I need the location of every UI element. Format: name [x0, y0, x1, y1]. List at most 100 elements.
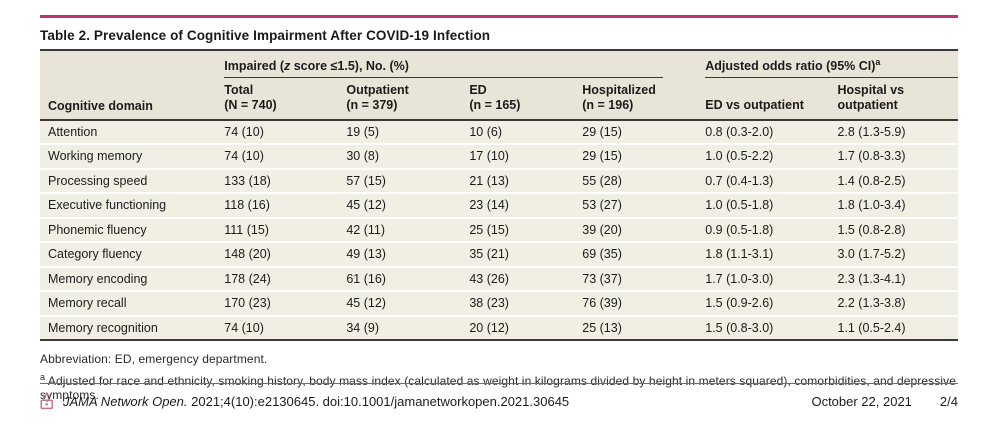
value-cell: 2.8 (1.3-5.9) — [829, 119, 958, 145]
column-header-hospitalized: Hospitalized (n = 196) — [574, 78, 698, 121]
value-cell: 30 (8) — [338, 144, 462, 170]
value-cell: 1.5 (0.8-3.0) — [697, 315, 830, 341]
value-cell: 49 (13) — [338, 242, 462, 268]
value-cell: 55 (28) — [574, 168, 698, 194]
cognitive-domain-cell: Executive functioning — [40, 193, 217, 219]
value-cell: 69 (35) — [574, 242, 698, 268]
footer-citation-block: JAMA Network Open. 2021;4(10):e2130645. … — [40, 393, 569, 410]
value-cell: 1.5 (0.8-2.8) — [829, 217, 958, 243]
abbreviation-footnote: Abbreviation: ED, emergency department. — [40, 352, 268, 366]
value-cell: 74 (10) — [216, 315, 339, 341]
value-cell: 0.8 (0.3-2.0) — [697, 119, 830, 145]
value-cell: 25 (13) — [574, 315, 698, 341]
cognitive-domain-cell: Memory recognition — [40, 315, 217, 341]
value-cell: 20 (12) — [461, 315, 575, 341]
value-cell: 133 (18) — [216, 168, 339, 194]
value-cell: 45 (12) — [338, 193, 462, 219]
cognitive-domain-cell: Category fluency — [40, 242, 217, 268]
adjustment-footnote: a Adjusted for race and ethnicity, smoki… — [40, 372, 957, 403]
value-cell: 1.8 (1.0-3.4) — [829, 193, 958, 219]
value-cell: 3.0 (1.7-5.2) — [829, 242, 958, 268]
brand-accent-rule — [40, 15, 958, 18]
value-cell: 118 (16) — [216, 193, 339, 219]
table-row: Memory encoding 178 (24) 61 (16) 43 (26) 73 … — [40, 266, 958, 292]
value-cell: 35 (21) — [461, 242, 575, 268]
spanner-row: Cognitive domain Impaired (z score ≤1.5)… — [40, 50, 958, 121]
value-cell: 1.4 (0.8-2.5) — [829, 168, 958, 194]
value-cell: 17 (10) — [461, 144, 575, 170]
table-row: Memory recognition 74 (10) 34 (9) 20 (12) 25… — [40, 315, 958, 341]
prevalence-table: Cognitive domain Impaired (z score ≤1.5)… — [40, 49, 958, 341]
value-cell: 34 (9) — [338, 315, 462, 341]
value-cell: 10 (6) — [461, 119, 575, 145]
aor-spanner-label: Adjusted odds ratio (95% CI)a — [705, 57, 958, 78]
value-cell: 1.5 (0.9-2.6) — [697, 291, 830, 317]
publication-date: October 22, 2021 — [811, 394, 912, 409]
column-header-hospital-vs-outpatient: Hospital vs outpatient — [829, 78, 958, 121]
value-cell: 148 (20) — [216, 242, 339, 268]
table-header: Cognitive domain Impaired (z score ≤1.5)… — [40, 50, 958, 121]
table-row: Category fluency 148 (20) 49 (13) 35 (21) 69… — [40, 242, 958, 268]
value-cell: 53 (27) — [574, 193, 698, 219]
column-header-cognitive-domain: Cognitive domain — [40, 50, 217, 121]
table-row: Phonemic fluency 111 (15) 42 (11) 25 (15) 39… — [40, 217, 958, 243]
column-header-outpatient: Outpatient (n = 379) — [338, 78, 462, 121]
cognitive-domain-cell: Phonemic fluency — [40, 217, 217, 243]
document-page: Table 2. Prevalence of Cognitive Impairm… — [40, 15, 958, 403]
table-row: Executive functioning 118 (16) 45 (12) 23 (… — [40, 193, 958, 219]
subheader-row: Total (N = 740) Outpatient (n = 379) ED (n … — [40, 78, 958, 121]
value-cell: 170 (23) — [216, 291, 339, 317]
open-access-lock-icon — [40, 393, 53, 410]
value-cell: 43 (26) — [461, 266, 575, 292]
value-cell: 74 (10) — [216, 144, 339, 170]
value-cell: 1.0 (0.5-2.2) — [697, 144, 830, 170]
footer-meta: October 22, 2021 2/4 — [811, 394, 958, 409]
table-row: Processing speed 133 (18) 57 (15) 21 (13) 55… — [40, 168, 958, 194]
value-cell: 178 (24) — [216, 266, 339, 292]
value-cell: 25 (15) — [461, 217, 575, 243]
impaired-spanner-label: Impaired (z score ≤1.5), No. (%) — [224, 59, 664, 78]
value-cell: 1.7 (1.0-3.0) — [697, 266, 830, 292]
table-row: Attention 74 (10) 19 (5) 10 (6) 29 (15) 0.8 (… — [40, 119, 958, 145]
value-cell: 39 (20) — [574, 217, 698, 243]
value-cell: 29 (15) — [574, 119, 698, 145]
value-cell: 76 (39) — [574, 291, 698, 317]
value-cell: 111 (15) — [216, 217, 339, 243]
value-cell: 1.1 (0.5-2.4) — [829, 315, 958, 341]
page-title: Table 2. Prevalence of Cognitive Impairm… — [40, 28, 491, 43]
value-cell: 74 (10) — [216, 119, 339, 145]
column-group-adjusted-odds-ratio: Adjusted odds ratio (95% CI)a — [697, 50, 958, 78]
value-cell: 21 (13) — [461, 168, 575, 194]
cognitive-domain-cell: Processing speed — [40, 168, 217, 194]
value-cell: 0.7 (0.4-1.3) — [697, 168, 830, 194]
value-cell: 19 (5) — [338, 119, 462, 145]
value-cell: 45 (12) — [338, 291, 462, 317]
column-header-ed-vs-outpatient: ED vs outpatient — [697, 78, 830, 121]
value-cell: 61 (16) — [338, 266, 462, 292]
cognitive-domain-cell: Working memory — [40, 144, 217, 170]
page-number: 2/4 — [939, 394, 958, 409]
value-cell: 0.9 (0.5-1.8) — [697, 217, 830, 243]
page-footer: JAMA Network Open. 2021;4(10):e2130645. … — [40, 383, 958, 410]
journal-citation: JAMA Network Open. 2021;4(10):e2130645. … — [63, 394, 570, 409]
table-row: Working memory 74 (10) 30 (8) 17 (10) 29 (15… — [40, 144, 958, 170]
value-cell: 2.3 (1.3-4.1) — [829, 266, 958, 292]
value-cell: 38 (23) — [461, 291, 575, 317]
cognitive-domain-cell: Attention — [40, 119, 217, 145]
value-cell: 23 (14) — [461, 193, 575, 219]
table-body: Attention 74 (10) 19 (5) 10 (6) 29 (15) 0.8 (… — [40, 119, 958, 341]
column-header-ed: ED (n = 165) — [461, 78, 575, 121]
value-cell: 1.0 (0.5-1.8) — [697, 193, 830, 219]
value-cell: 1.7 (0.8-3.3) — [829, 144, 958, 170]
value-cell: 29 (15) — [574, 144, 698, 170]
value-cell: 73 (37) — [574, 266, 698, 292]
table-row: Memory recall 170 (23) 45 (12) 38 (23) 76 (3… — [40, 291, 958, 317]
cognitive-domain-cell: Memory recall — [40, 291, 217, 317]
value-cell: 2.2 (1.3-3.8) — [829, 291, 958, 317]
value-cell: 1.8 (1.1-3.1) — [697, 242, 830, 268]
value-cell: 42 (11) — [338, 217, 462, 243]
column-group-impaired: Impaired (z score ≤1.5), No. (%) — [216, 50, 698, 78]
value-cell: 57 (15) — [338, 168, 462, 194]
column-header-total: Total (N = 740) — [216, 78, 339, 121]
cognitive-domain-cell: Memory encoding — [40, 266, 217, 292]
